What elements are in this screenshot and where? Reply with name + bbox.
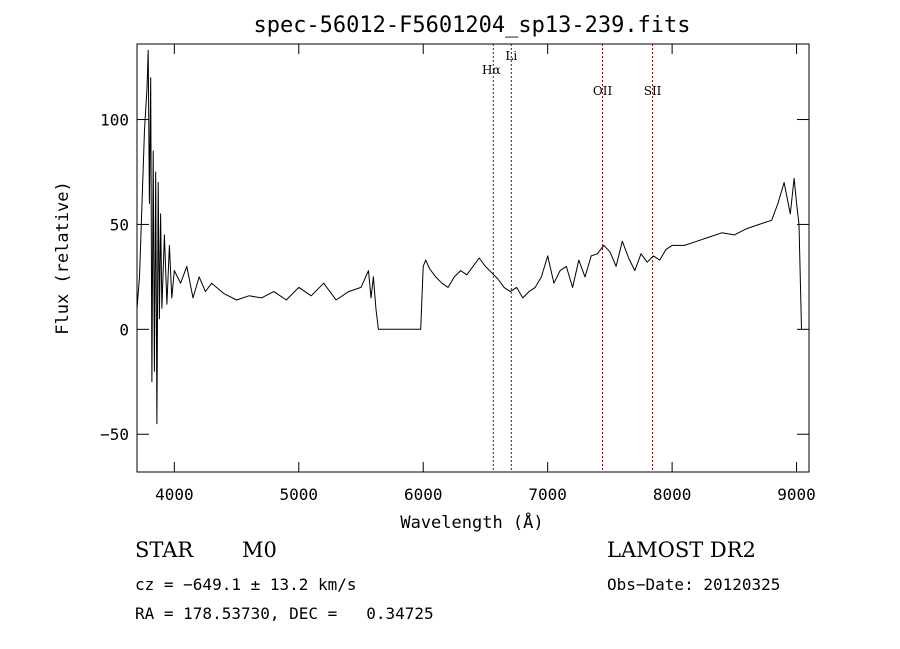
line-marker-label: SII — [644, 84, 662, 98]
spectral-subclass: M0 — [242, 538, 277, 562]
flux-series — [136, 49, 802, 425]
line-marker-label: OII — [593, 84, 613, 98]
x-tick-label: 4000 — [155, 485, 194, 504]
survey-name: LAMOST DR2 — [607, 538, 756, 562]
x-tick-label: 7000 — [528, 485, 567, 504]
y-tick-label: 0 — [119, 320, 129, 339]
plot-frame — [136, 43, 810, 473]
y-tick-label: 50 — [110, 215, 129, 234]
line-marker-label: Hα — [482, 63, 501, 77]
x-tick-label: 9000 — [777, 485, 816, 504]
y-tick-label: 100 — [100, 111, 129, 130]
object-type: STAR — [135, 538, 194, 562]
x-tick-label: 8000 — [653, 485, 692, 504]
coordinates-line: RA = 178.53730, DEC = 0.34725 — [135, 604, 434, 623]
y-axis: −50 0 50 100 — [100, 111, 809, 444]
y-tick-label: −50 — [100, 425, 129, 444]
chart-title: spec-56012-F5601204_sp13-239.fits — [253, 13, 690, 38]
line-marker-label: Li — [505, 49, 517, 63]
x-axis: 4000 5000 6000 7000 8000 9000 — [155, 44, 816, 504]
redshift-line: cz = −649.1 ± 13.2 km/s — [135, 575, 357, 594]
x-tick-label: 6000 — [404, 485, 443, 504]
observation-date: Obs−Date: 20120325 — [607, 575, 781, 594]
y-axis-label: Flux (relative) — [53, 181, 73, 335]
flux-line — [136, 49, 802, 425]
x-tick-label: 5000 — [280, 485, 319, 504]
x-axis-label: Wavelength (Å) — [400, 511, 543, 533]
spectral-line-markers: Hα Li OII SII — [482, 44, 662, 472]
